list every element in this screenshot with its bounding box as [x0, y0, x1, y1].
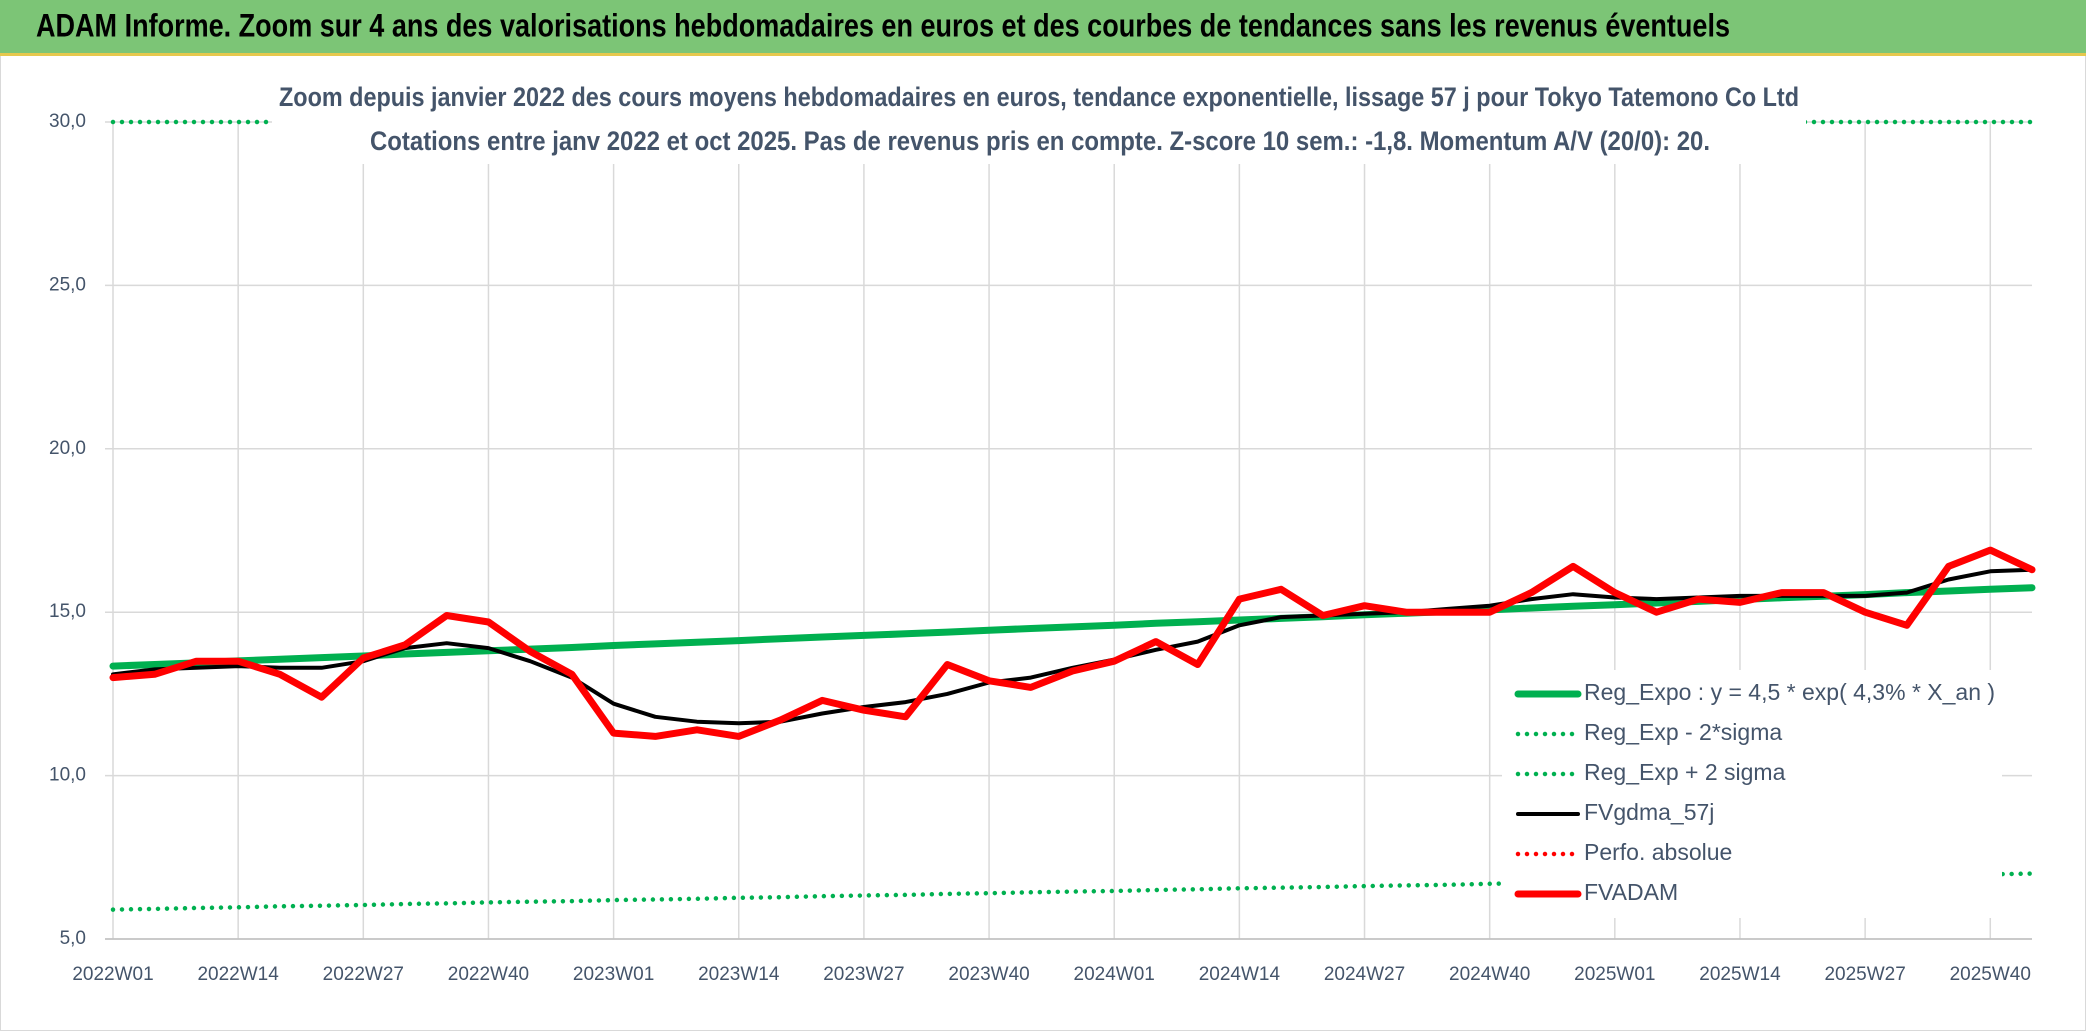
- x-tick-label: 2022W01: [72, 964, 153, 985]
- y-tick-label: 10,0: [49, 765, 86, 786]
- legend-label: Reg_Expo : y = 4,5 * exp( 4,3% * X_an ): [1584, 679, 1995, 705]
- x-tick-label: 2025W40: [1950, 964, 2031, 985]
- y-tick-label: 30,0: [49, 111, 86, 132]
- header-rule: [0, 53, 2086, 56]
- x-tick-label: 2023W01: [573, 964, 654, 985]
- legend-label: Reg_Exp - 2*sigma: [1584, 719, 1782, 745]
- y-tick-label: 20,0: [49, 438, 86, 459]
- series-line: [109, 546, 2036, 740]
- plot: [109, 119, 2036, 912]
- title-box: [272, 78, 1806, 164]
- x-tick-label: 2024W14: [1199, 964, 1281, 985]
- x-tick-label: 2024W40: [1449, 964, 1530, 985]
- x-tick-label: 2025W27: [1824, 964, 1905, 985]
- x-tick-label: 2025W14: [1699, 964, 1781, 985]
- y-tick-label: 5,0: [60, 928, 86, 949]
- legend: Reg_Expo : y = 4,5 * exp( 4,3% * X_an ) R…: [1502, 670, 2002, 918]
- y-tick-label: 15,0: [49, 601, 86, 622]
- x-tick-label: 2024W01: [1074, 964, 1155, 985]
- x-tick-label: 2023W14: [698, 964, 780, 985]
- x-tick-label: 2023W27: [823, 964, 904, 985]
- header-title: ADAM Informe. Zoom sur 4 ans des valoris…: [36, 7, 1730, 43]
- chart-subtitle: Cotations entre janv 2022 et oct 2025. P…: [370, 126, 1710, 156]
- legend-label: FVADAM: [1584, 879, 1678, 905]
- legend-label: Perfo. absolue: [1584, 839, 1732, 865]
- x-tick-label: 2022W40: [448, 964, 529, 985]
- legend-label: FVgdma_57j: [1584, 799, 1714, 825]
- chart-title: Zoom depuis janvier 2022 des cours moyen…: [279, 82, 1799, 112]
- x-tick-label: 2022W14: [197, 964, 279, 985]
- x-tick-label: 2024W27: [1324, 964, 1405, 985]
- legend-box: [1502, 670, 2002, 918]
- header-band: [0, 0, 2086, 53]
- x-tick-label: 2022W27: [323, 964, 404, 985]
- x-tick-label: 2025W01: [1574, 964, 1655, 985]
- y-tick-label: 25,0: [49, 274, 86, 295]
- legend-label: Reg_Exp + 2 sigma: [1584, 759, 1786, 785]
- x-tick-label: 2023W40: [948, 964, 1029, 985]
